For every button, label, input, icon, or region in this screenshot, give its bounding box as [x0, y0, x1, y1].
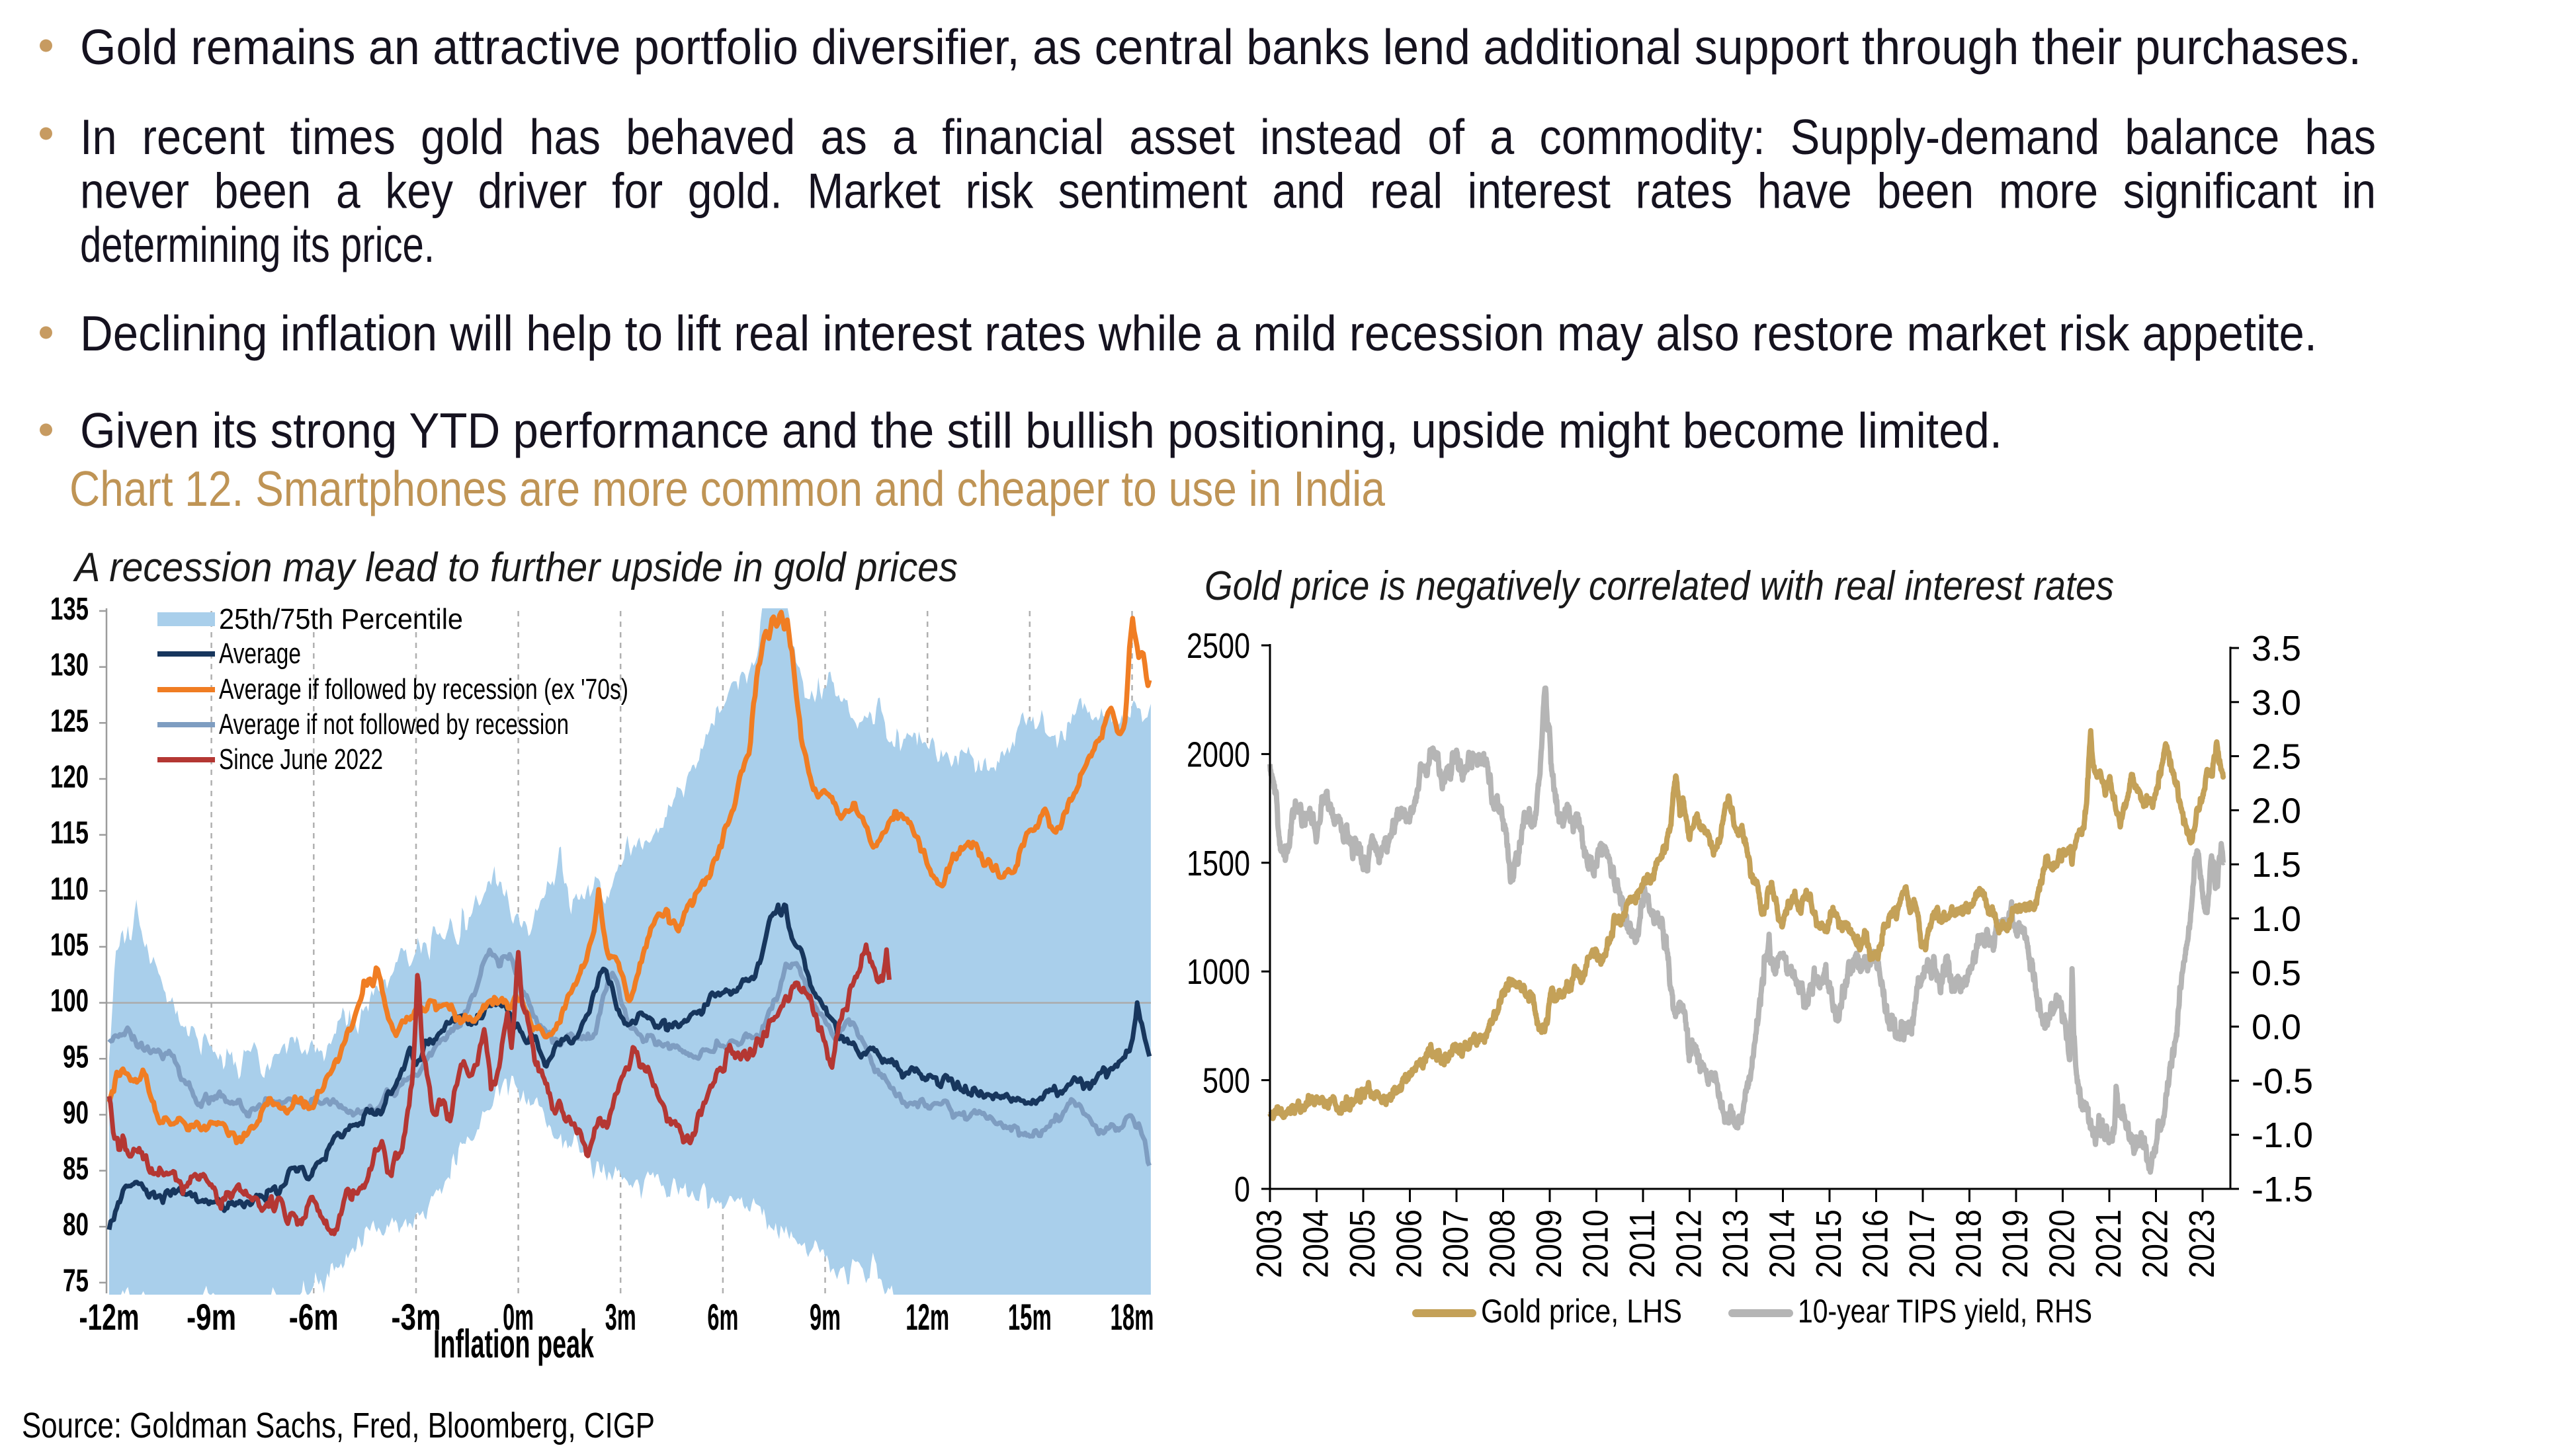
- svg-text:85: 85: [63, 1152, 89, 1187]
- svg-text:2013: 2013: [1716, 1209, 1755, 1278]
- svg-text:0.5: 0.5: [2252, 953, 2301, 993]
- svg-text:determining its price.: determining its price.: [80, 217, 435, 272]
- svg-text:2020: 2020: [2043, 1209, 2082, 1278]
- svg-text:2007: 2007: [1436, 1209, 1476, 1278]
- svg-text:110: 110: [50, 871, 89, 907]
- svg-text:125: 125: [50, 704, 89, 739]
- svg-text:1500: 1500: [1187, 844, 1250, 883]
- svg-text:2021: 2021: [2089, 1209, 2129, 1278]
- svg-text:3m: 3m: [605, 1296, 636, 1338]
- svg-text:-1.5: -1.5: [2252, 1170, 2313, 1209]
- svg-text:2010: 2010: [1576, 1209, 1616, 1278]
- svg-text:2006: 2006: [1390, 1209, 1429, 1278]
- svg-text:25th/75th Percentile: 25th/75th Percentile: [219, 603, 463, 635]
- svg-text:9m: 9m: [810, 1296, 841, 1338]
- svg-text:2008: 2008: [1483, 1209, 1523, 1278]
- svg-text:Source: Goldman Sachs, Fred, B: Source: Goldman Sachs, Fred, Bloomberg, …: [22, 1406, 655, 1445]
- svg-text:105: 105: [50, 928, 89, 963]
- svg-text:0: 0: [1234, 1170, 1250, 1209]
- svg-text:6m: 6m: [707, 1296, 738, 1338]
- svg-text:1.0: 1.0: [2252, 899, 2301, 939]
- svg-text:In recent times gold has behav: In recent times gold has behaved as a fi…: [80, 109, 2376, 165]
- svg-text:-6m: -6m: [289, 1296, 339, 1338]
- svg-text:2000: 2000: [1187, 735, 1250, 774]
- svg-text:1000: 1000: [1187, 952, 1250, 992]
- svg-text:-1.0: -1.0: [2252, 1115, 2313, 1155]
- svg-text:2005: 2005: [1343, 1209, 1382, 1278]
- svg-text:Gold price, LHS: Gold price, LHS: [1481, 1293, 1682, 1330]
- svg-text:120: 120: [50, 760, 89, 795]
- svg-text:Gold price is negatively corre: Gold price is negatively correlated with…: [1204, 563, 2114, 609]
- svg-text:A recession may lead to furthe: A recession may lead to further upside i…: [72, 545, 958, 590]
- svg-text:15m: 15m: [1008, 1296, 1052, 1338]
- svg-text:2009: 2009: [1529, 1209, 1569, 1278]
- svg-text:2017: 2017: [1902, 1209, 1942, 1278]
- svg-text:135: 135: [50, 592, 89, 627]
- svg-text:2019: 2019: [1996, 1209, 2035, 1278]
- svg-text:Since June 2022: Since June 2022: [219, 743, 383, 776]
- svg-text:2022: 2022: [2136, 1209, 2175, 1278]
- svg-text:2011: 2011: [1623, 1209, 1662, 1278]
- svg-text:10-year TIPS yield, RHS: 10-year TIPS yield, RHS: [1798, 1293, 2092, 1330]
- svg-text:100: 100: [50, 984, 89, 1019]
- svg-text:Chart 12. Smartphones are more: Chart 12. Smartphones are more common an…: [69, 461, 1385, 516]
- svg-text:12m: 12m: [906, 1296, 949, 1338]
- svg-text:2500: 2500: [1187, 626, 1250, 666]
- svg-text:3.0: 3.0: [2252, 683, 2301, 723]
- svg-text:75: 75: [63, 1264, 89, 1299]
- svg-text:2.0: 2.0: [2252, 791, 2301, 830]
- svg-text:Given its strong YTD performan: Given its strong YTD performance and the…: [80, 403, 2002, 458]
- svg-text:Gold remains an attractive por: Gold remains an attractive portfolio div…: [80, 19, 2361, 75]
- svg-text:95: 95: [63, 1039, 89, 1074]
- svg-text:-0.5: -0.5: [2252, 1061, 2313, 1101]
- svg-text:Average if not followed by rec: Average if not followed by recession: [219, 708, 569, 741]
- svg-text:Average if followed by recessi: Average if followed by recession (ex '70…: [219, 673, 628, 706]
- svg-text:2016: 2016: [1856, 1209, 1896, 1278]
- svg-text:-3m: -3m: [391, 1296, 441, 1338]
- svg-text:2003: 2003: [1249, 1209, 1289, 1278]
- svg-text:-9m: -9m: [187, 1296, 236, 1338]
- svg-text:3.5: 3.5: [2252, 629, 2301, 668]
- svg-text:never been a key driver for go: never been a key driver for gold. Market…: [80, 163, 2376, 219]
- svg-text:500: 500: [1202, 1061, 1250, 1101]
- svg-text:2014: 2014: [1763, 1209, 1802, 1278]
- svg-text:115: 115: [50, 816, 89, 851]
- svg-text:2023: 2023: [2182, 1209, 2222, 1278]
- svg-text:2015: 2015: [1809, 1209, 1849, 1278]
- svg-text:90: 90: [63, 1096, 89, 1131]
- svg-text:1.5: 1.5: [2252, 845, 2301, 885]
- svg-text:2012: 2012: [1669, 1209, 1709, 1278]
- svg-text:-12m: -12m: [79, 1296, 140, 1338]
- svg-text:Average: Average: [219, 637, 301, 670]
- svg-text:2018: 2018: [1949, 1209, 1989, 1278]
- svg-text:2.5: 2.5: [2252, 737, 2301, 777]
- svg-text:80: 80: [63, 1207, 89, 1242]
- svg-text:0.0: 0.0: [2252, 1008, 2301, 1047]
- svg-text:Inflation peak: Inflation peak: [433, 1322, 594, 1366]
- svg-text:130: 130: [50, 648, 89, 683]
- svg-text:18m: 18m: [1111, 1296, 1154, 1338]
- svg-text:Declining inflation will help: Declining inflation will help to lift re…: [80, 305, 2317, 361]
- svg-text:0m: 0m: [503, 1296, 534, 1338]
- svg-text:2004: 2004: [1296, 1209, 1336, 1278]
